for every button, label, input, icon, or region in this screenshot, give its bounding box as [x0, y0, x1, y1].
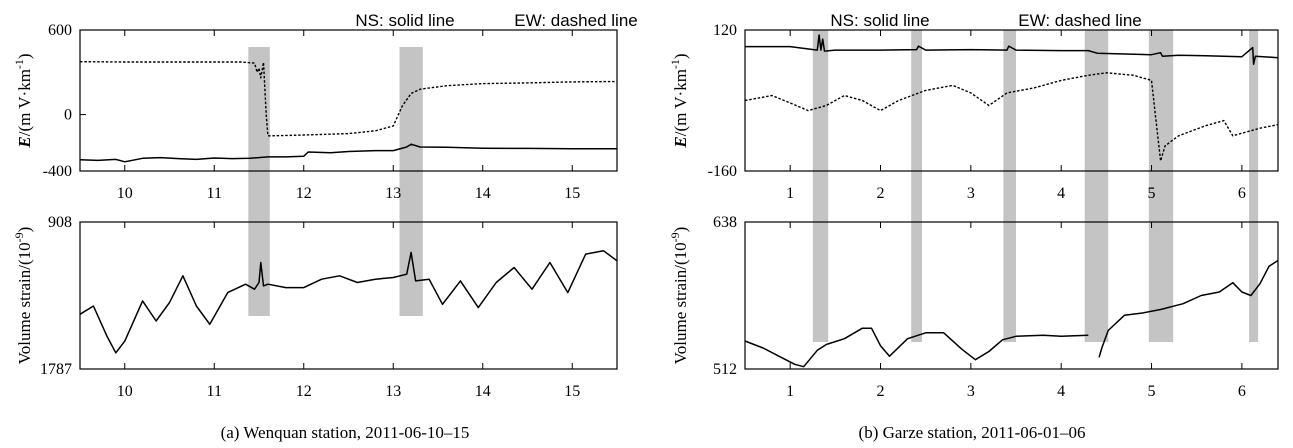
- series-line-a-bottom-strain: [79, 250, 618, 354]
- x-tick-label-a-top-13: 13: [385, 185, 401, 202]
- y-axis-label-a-bottom: Volume strain/(10-9): [12, 227, 34, 365]
- series-line-a-top-ns: [79, 143, 617, 163]
- y-axis-label-b-top: E/(m V·km-1): [668, 53, 690, 148]
- x-tick-label-a-bottom-14: 14: [475, 383, 491, 400]
- chart-panel-a-top: 10 11 12 13 14 15 600 0 -400 E/(m V·km-1): [12, 22, 618, 316]
- series-line-b-bottom-strain-part1: [744, 327, 1089, 368]
- series-line-a-top-ew: [79, 61, 618, 137]
- y-tick-label-a-bottom-0: 908: [48, 214, 72, 231]
- chart-panel-b-top: 1 2 3 4 5 6 120 -160 E/(m V·km-1): [668, 22, 1279, 342]
- event-band-b-6: [1249, 30, 1259, 342]
- x-tick-label-b-top-2: 2: [877, 185, 885, 202]
- x-tick-label-b-bottom-3: 3: [967, 383, 975, 400]
- chart-panel-a-bottom: 10 11 12 13 14 15 908 1787 Volume strain/(10-9): [12, 214, 618, 400]
- y-tick-label-b-bottom-0: 638: [713, 214, 737, 231]
- x-tick-label-b-bottom-6: 6: [1238, 383, 1246, 400]
- legend-ew-left: EW: dashed line: [514, 11, 637, 30]
- series-line-b-top-ew: [744, 72, 1279, 162]
- event-band-a-2: [399, 47, 423, 316]
- plot-frame-b-bottom: [744, 221, 1279, 370]
- y-tick-label-a-top-2: -400: [43, 163, 72, 180]
- y-tick-label-b-top-1: -160: [708, 163, 737, 180]
- y-tick-label-b-top-0: 120: [713, 22, 737, 39]
- chart-panel-b-bottom: 1 2 3 4 5 6 638 512 Volume strain/(10-9): [668, 214, 1279, 400]
- x-tick-label-a-bottom-12: 12: [296, 383, 312, 400]
- x-tick-label-a-top-14: 14: [475, 185, 491, 202]
- legend-ew-right: EW: dashed line: [1018, 11, 1141, 30]
- x-tick-label-a-top-12: 12: [296, 185, 312, 202]
- x-tick-label-b-bottom-4: 4: [1057, 383, 1065, 400]
- event-band-a-1: [248, 47, 270, 316]
- event-band-b-3: [1003, 30, 1016, 342]
- y-tick-label-a-top-1: 0: [64, 107, 72, 124]
- x-tick-label-a-top-15: 15: [564, 185, 580, 202]
- event-band-b-1: [812, 30, 829, 342]
- legend-ns-right: NS: solid line: [830, 11, 929, 30]
- series-line-b-top-ns: [745, 34, 1279, 65]
- event-band-b-4: [1084, 30, 1109, 342]
- x-tick-label-b-bottom-5: 5: [1148, 383, 1156, 400]
- x-tick-label-a-bottom-15: 15: [564, 383, 580, 400]
- plot-frame-a-bottom: [79, 221, 618, 370]
- legend-ns-left: NS: solid line: [355, 11, 454, 30]
- x-tick-label-b-top-6: 6: [1238, 185, 1246, 202]
- series-line-b-bottom-strain-part2: [1098, 259, 1279, 358]
- x-tick-label-b-top-4: 4: [1057, 185, 1065, 202]
- x-tick-label-b-top-3: 3: [967, 185, 975, 202]
- y-tick-label-a-bottom-1: 1787: [40, 361, 72, 378]
- event-band-b-2: [911, 30, 922, 342]
- y-axis-label-b-bottom: Volume strain/(10-9): [668, 227, 690, 365]
- x-tick-label-b-top-5: 5: [1148, 185, 1156, 202]
- caption-b: (b) Garze station, 2011-06-01–06: [859, 423, 1086, 442]
- x-tick-label-b-bottom-1: 1: [786, 383, 794, 400]
- x-tick-label-a-bottom-10: 10: [117, 383, 133, 400]
- caption-a: (a) Wenquan station, 2011-06-10–15: [221, 423, 470, 442]
- x-tick-label-a-bottom-13: 13: [385, 383, 401, 400]
- x-tick-label-a-top-10: 10: [117, 185, 133, 202]
- plot-frame-a-top: [79, 29, 618, 172]
- y-tick-label-a-top-0: 600: [48, 22, 72, 39]
- y-tick-label-b-bottom-1: 512: [713, 361, 737, 378]
- x-tick-label-b-top-1: 1: [786, 185, 794, 202]
- y-axis-label-a-top: E/(m V·km-1): [12, 53, 34, 148]
- x-tick-label-a-bottom-11: 11: [207, 383, 222, 400]
- event-band-b-5: [1148, 30, 1174, 342]
- x-tick-label-b-bottom-2: 2: [877, 383, 885, 400]
- x-tick-label-a-top-11: 11: [207, 185, 222, 202]
